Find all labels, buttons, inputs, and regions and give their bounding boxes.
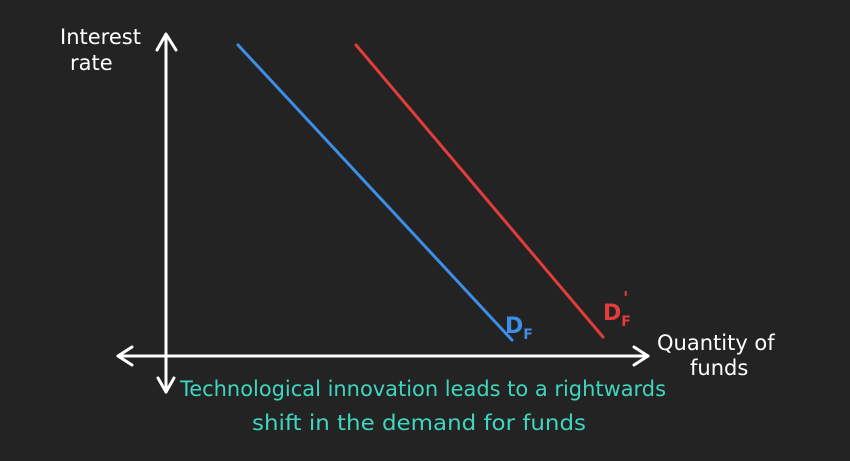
x-axis-right-arrowhead — [632, 345, 650, 367]
y-axis-label-line1: Interest — [60, 25, 141, 49]
demand-curve-shifted — [354, 43, 605, 339]
y-axis-label-line2: rate — [70, 51, 113, 75]
caption-line1: Technological innovation leads to a righ… — [179, 377, 666, 401]
x-axis-left-arrowhead — [116, 345, 134, 367]
caption-line2: shift in the demand for funds — [252, 411, 586, 435]
demand-curve-shifted-prime: ' — [623, 288, 629, 309]
x-axis-label-line1: Quantity of — [657, 331, 775, 355]
demand-curve-original — [236, 43, 514, 342]
y-axis-top-arrowhead — [155, 32, 178, 52]
x-axis-label-line2: funds — [690, 356, 748, 380]
demand-curve-original-label: DF — [505, 314, 533, 343]
demand-curve-shifted-label: DF — [603, 301, 631, 330]
y-axis-bottom-arrowhead — [156, 376, 176, 394]
